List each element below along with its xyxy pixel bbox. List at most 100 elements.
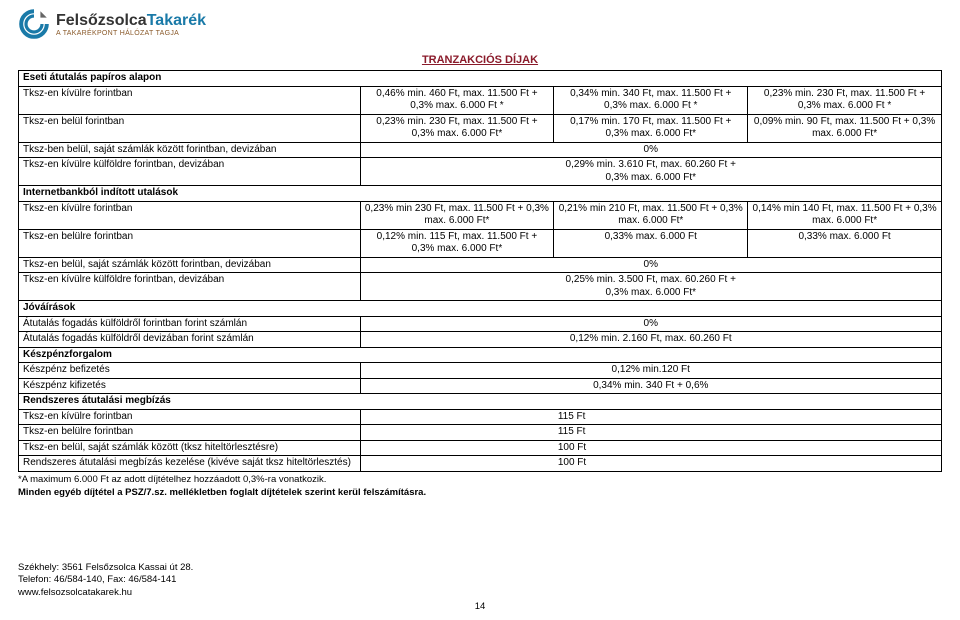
fees-table: Eseti átutalás papíros alapon Tksz-en kí… bbox=[18, 70, 942, 472]
cell bbox=[748, 440, 942, 456]
row-label: Rendszeres átutalási megbízás kezelése (… bbox=[19, 456, 361, 472]
row-label: Tksz-en belülre forintban bbox=[19, 229, 361, 257]
cell bbox=[748, 378, 942, 394]
page-title: TRANZAKCIÓS DÍJAK bbox=[422, 54, 538, 66]
cell bbox=[748, 257, 942, 273]
cell bbox=[748, 363, 942, 379]
cell: 0,25% min. 3.500 Ft, max. 60.260 Ft + 0,… bbox=[554, 273, 748, 301]
cell: 115 Ft bbox=[554, 409, 748, 425]
row-label: Tksz-en kívülre forintban bbox=[19, 86, 361, 114]
row-label: Tksz-en belülre forintban bbox=[19, 425, 361, 441]
cell: 0,14% min 140 Ft, max. 11.500 Ft + 0,3% … bbox=[748, 201, 942, 229]
cell bbox=[360, 425, 554, 441]
cell: 100 Ft bbox=[554, 456, 748, 472]
cell bbox=[748, 332, 942, 348]
cell: 0% bbox=[554, 257, 748, 273]
cell bbox=[748, 158, 942, 186]
table-row: Átutalás fogadás külföldről forintban fo… bbox=[19, 316, 942, 332]
table-row: Készpénz befizetés 0,12% min.120 Ft bbox=[19, 363, 942, 379]
table-row: Tksz-en kívülre külföldre forintban, dev… bbox=[19, 158, 942, 186]
section-heading: Eseti átutalás papíros alapon bbox=[19, 71, 942, 87]
table-row: Tksz-en kívülre forintban 115 Ft bbox=[19, 409, 942, 425]
table-row: Tksz-en belül, saját számlák között (tks… bbox=[19, 440, 942, 456]
row-label: Tksz-en kívülre forintban bbox=[19, 409, 361, 425]
cell: 0,21% min 210 Ft, max. 11.500 Ft + 0,3% … bbox=[554, 201, 748, 229]
footer: Székhely: 3561 Felsőzsolca Kassai út 28.… bbox=[18, 562, 942, 612]
cell: 0,33% max. 6.000 Ft bbox=[748, 229, 942, 257]
logo-text: FelsőzsolcaTakarék A TAKARÉKPONT HÁLÓZAT… bbox=[56, 12, 206, 37]
cell: 100 Ft bbox=[554, 440, 748, 456]
cell bbox=[360, 316, 554, 332]
footer-address: Székhely: 3561 Felsőzsolca Kassai út 28. bbox=[18, 562, 942, 574]
row-label: Tksz-en belül, saját számlák között (tks… bbox=[19, 440, 361, 456]
cell bbox=[748, 273, 942, 301]
row-label: Tksz-ben belül, saját számlák között for… bbox=[19, 142, 361, 158]
cell: 0,23% min. 230 Ft, max. 11.500 Ft + 0,3%… bbox=[748, 86, 942, 114]
table-row: Tksz-en kívülre forintban 0,23% min 230 … bbox=[19, 201, 942, 229]
row-label: Tksz-en kívülre forintban bbox=[19, 201, 361, 229]
cell bbox=[360, 142, 554, 158]
brand-part2: Takarék bbox=[147, 12, 206, 29]
table-row: Tksz-en belülre forintban 115 Ft bbox=[19, 425, 942, 441]
brand-part1: Felsőzsolca bbox=[56, 12, 147, 29]
footnote-asterisk: *A maximum 6.000 Ft az adott díjtételhez… bbox=[18, 474, 942, 485]
footnote-bold: Minden egyéb díjtétel a PSZ/7.sz. mellék… bbox=[18, 487, 942, 498]
header: FelsőzsolcaTakarék A TAKARÉKPONT HÁLÓZAT… bbox=[18, 8, 942, 40]
cell: 0,46% min. 460 Ft, max. 11.500 Ft + 0,3%… bbox=[360, 86, 554, 114]
cell bbox=[748, 425, 942, 441]
cell bbox=[748, 316, 942, 332]
row-label: Tksz-en belül, saját számlák között fori… bbox=[19, 257, 361, 273]
cell: 0,12% min. 2.160 Ft, max. 60.260 Ft bbox=[554, 332, 748, 348]
cell bbox=[360, 440, 554, 456]
row-label: Készpénz befizetés bbox=[19, 363, 361, 379]
footer-web: www.felsozsolcatakarek.hu bbox=[18, 587, 942, 599]
cell: 0,29% min. 3.610 Ft, max. 60.260 Ft + 0,… bbox=[554, 158, 748, 186]
footer-phone: Telefon: 46/584-140, Fax: 46/584-141 bbox=[18, 574, 942, 586]
section-heading: Jóváírások bbox=[19, 301, 942, 317]
table-row: Készpénz kifizetés 0,34% min. 340 Ft + 0… bbox=[19, 378, 942, 394]
cell bbox=[360, 456, 554, 472]
table-row: Tksz-en belül, saját számlák között fori… bbox=[19, 257, 942, 273]
cell: 0,34% min. 340 Ft, max. 11.500 Ft + 0,3%… bbox=[554, 86, 748, 114]
cell: 0,23% min. 230 Ft, max. 11.500 Ft + 0,3%… bbox=[360, 114, 554, 142]
cell: 0,09% min. 90 Ft, max. 11.500 Ft + 0,3% … bbox=[748, 114, 942, 142]
table-row: Rendszeres átutalási megbízás kezelése (… bbox=[19, 456, 942, 472]
cell: 0,17% min. 170 Ft, max. 11.500 Ft + 0,3%… bbox=[554, 114, 748, 142]
page-number: 14 bbox=[18, 601, 942, 612]
cell bbox=[360, 409, 554, 425]
table-row: Tksz-en belül forintban 0,23% min. 230 F… bbox=[19, 114, 942, 142]
cell: 0,33% max. 6.000 Ft bbox=[554, 229, 748, 257]
row-label: Tksz-en kívülre külföldre forintban, dev… bbox=[19, 273, 361, 301]
cell bbox=[360, 273, 554, 301]
brand-tagline: A TAKARÉKPONT HÁLÓZAT TAGJA bbox=[56, 30, 206, 37]
cell bbox=[748, 456, 942, 472]
cell bbox=[360, 257, 554, 273]
row-label: Átutalás fogadás külföldről forintban fo… bbox=[19, 316, 361, 332]
swirl-logo-icon bbox=[18, 8, 50, 40]
cell: 0,12% min. 115 Ft, max. 11.500 Ft + 0,3%… bbox=[360, 229, 554, 257]
row-label: Átutalás fogadás külföldről devizában fo… bbox=[19, 332, 361, 348]
section-heading: Internetbankból indított utalások bbox=[19, 186, 942, 202]
section-heading: Rendszeres átutalási megbízás bbox=[19, 394, 942, 410]
cell: 0,34% min. 340 Ft + 0,6% bbox=[554, 378, 748, 394]
table-row: Tksz-en belülre forintban 0,12% min. 115… bbox=[19, 229, 942, 257]
table-row: Átutalás fogadás külföldről devizában fo… bbox=[19, 332, 942, 348]
row-label: Készpénz kifizetés bbox=[19, 378, 361, 394]
row-label: Tksz-en kívülre külföldre forintban, dev… bbox=[19, 158, 361, 186]
cell: 0% bbox=[554, 142, 748, 158]
table-row: Tksz-en kívülre külföldre forintban, dev… bbox=[19, 273, 942, 301]
table-row: Tksz-en kívülre forintban 0,46% min. 460… bbox=[19, 86, 942, 114]
cell: 0% bbox=[554, 316, 748, 332]
cell: 0,12% min.120 Ft bbox=[554, 363, 748, 379]
cell bbox=[360, 363, 554, 379]
cell: 115 Ft bbox=[554, 425, 748, 441]
cell bbox=[360, 158, 554, 186]
cell: 0,23% min 230 Ft, max. 11.500 Ft + 0,3% … bbox=[360, 201, 554, 229]
cell bbox=[360, 378, 554, 394]
title-wrap: TRANZAKCIÓS DÍJAK bbox=[18, 54, 942, 66]
section-heading: Készpénzforgalom bbox=[19, 347, 942, 363]
cell bbox=[360, 332, 554, 348]
cell bbox=[748, 142, 942, 158]
cell bbox=[748, 409, 942, 425]
row-label: Tksz-en belül forintban bbox=[19, 114, 361, 142]
